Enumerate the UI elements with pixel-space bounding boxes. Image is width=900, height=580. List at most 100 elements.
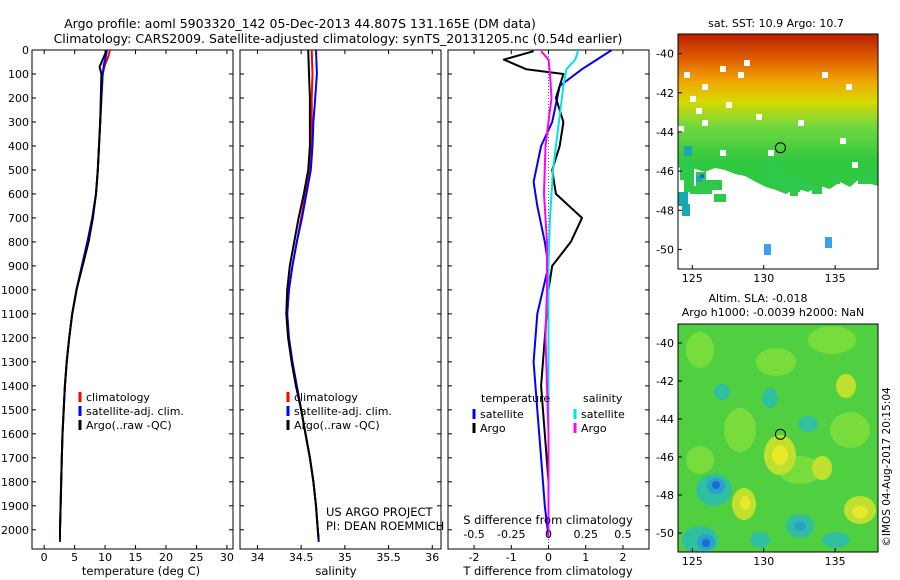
x-tick-label: 34	[250, 551, 264, 564]
x-tick-label: 5	[71, 551, 78, 564]
temperature-xlabel: temperature (deg C)	[82, 564, 200, 578]
depth-tick-label: 1600	[1, 428, 29, 441]
sla-map-float-position-marker	[774, 428, 786, 440]
s-diff-tick-label: 0.25	[573, 528, 598, 541]
legend-label: climatology	[86, 391, 150, 404]
temperature-series	[59, 50, 111, 542]
lat-tick-label: -40	[656, 48, 674, 61]
legend-label: Argo(..raw -QC)	[86, 419, 172, 432]
x-tick-label: 30	[220, 551, 234, 564]
lat-tick-label: -48	[656, 204, 674, 217]
legend-label: satellite	[581, 408, 625, 421]
depth-tick-label: 2000	[1, 524, 29, 537]
x-tick-label: 2	[619, 551, 626, 564]
s-diff-tick-label: 0.5	[614, 528, 632, 541]
sst-map-ticks: 125 130 135 -40 -42 -44 -46 -48 -50	[656, 48, 846, 285]
difference-series-t-argo	[502, 50, 583, 537]
difference-series-s-argo	[540, 50, 553, 537]
figure-title-line1: Argo profile: aoml 5903320_142 05-Dec-20…	[64, 16, 536, 31]
x-tick-label: 35	[338, 551, 352, 564]
legend-label: Argo	[581, 422, 607, 435]
x-tick-label: -1	[506, 551, 517, 564]
salinity-series	[285, 50, 320, 542]
temperature-series-argo-raw-qc	[59, 50, 108, 540]
x-tick-label: 34.5	[289, 551, 314, 564]
salinity-series-argo-raw-qc	[285, 50, 320, 540]
depth-tick-label: 400	[8, 140, 29, 153]
lon-tick-label: 135	[825, 272, 846, 285]
legend-label: climatology	[294, 391, 358, 404]
depth-tick-label: 600	[8, 188, 29, 201]
difference-ticks: -2 -1 0 1 2 -0.5 -0.25 0 0.25 0.5	[448, 49, 649, 564]
salinity-axes-frame	[239, 49, 442, 550]
salinity-xlabel: salinity	[315, 564, 356, 578]
lat-tick-label: -40	[656, 337, 674, 350]
sst-map-frame	[677, 33, 879, 270]
sla-map-title-line1: Altim. SLA: -0.018	[708, 292, 807, 305]
imos-timestamp: ©IMOS 04-Aug-2017 20:15:04	[881, 387, 893, 547]
lon-tick-label: 130	[753, 555, 774, 568]
s-diff-tick-label: -0.25	[497, 528, 525, 541]
salinity-panel: 34 34.5 35 35.5 36 climatologysatellite-adj.…	[239, 49, 444, 578]
depth-tick-label: 100	[8, 68, 29, 81]
legend-label: satellite-adj. clim.	[86, 405, 184, 418]
depth-tick-label: 500	[8, 164, 29, 177]
sst-map-title: sat. SST: 10.9 Argo: 10.7	[708, 17, 844, 30]
lon-tick-label: 135	[825, 555, 846, 568]
t-difference-xlabel: T difference from climatology	[462, 564, 633, 578]
s-diff-tick-label: -0.5	[463, 528, 484, 541]
sla-map-frame	[677, 323, 879, 553]
temperature-series-climatology	[59, 50, 111, 542]
depth-tick-label: 1400	[1, 380, 29, 393]
depth-tick-label: 900	[8, 260, 29, 273]
x-tick-label: 25	[189, 551, 203, 564]
x-tick-label: 15	[129, 551, 143, 564]
depth-tick-label: 1000	[1, 284, 29, 297]
sla-map-ticks: 125 130 135 -40 -42 -44 -46 -48 -50	[656, 337, 846, 568]
depth-tick-label: 1300	[1, 356, 29, 369]
legend-label: Argo	[480, 422, 506, 435]
depth-tick-label: 800	[8, 236, 29, 249]
lat-tick-label: -46	[656, 165, 674, 178]
temperature-axes-frame	[31, 49, 234, 550]
s-difference-xlabel: S difference from climatology	[463, 513, 633, 527]
pi-label: PI: DEAN ROEMMICH	[326, 519, 444, 533]
sla-map-title-line2: Argo h1000: -0.0039 h2000: NaN	[682, 306, 865, 319]
depth-tick-label: 300	[8, 116, 29, 129]
sst-map-float-position-marker	[774, 142, 786, 154]
depth-tick-label: 1900	[1, 500, 29, 513]
salinity-ticks: 34 34.5 35 35.5 36	[240, 49, 441, 564]
x-tick-label: 20	[159, 551, 173, 564]
lat-tick-label: -42	[656, 375, 674, 388]
depth-tick-label: 1500	[1, 404, 29, 417]
depth-tick-label: 1200	[1, 332, 29, 345]
depth-tick-label: 1800	[1, 476, 29, 489]
sst-map-panel: sat. SST: 10.9 Argo: 10.7	[656, 17, 879, 285]
lat-tick-label: -42	[656, 87, 674, 100]
temperature-panel: 0100200300400500600700800900100011001200…	[1, 44, 234, 578]
difference-series	[502, 50, 613, 549]
x-tick-label: 10	[98, 551, 112, 564]
sla-map-panel: Altim. SLA: -0.018 Argo h1000: -0.0039 h…	[656, 292, 879, 568]
difference-panel: -2 -1 0 1 2 -0.5 -0.25 0 0.25 0.5 temperature sali…	[447, 49, 650, 578]
sla-map-field	[678, 324, 878, 552]
sst-map-cold-patch	[825, 237, 832, 248]
project-label: US ARGO PROJECT	[326, 505, 434, 519]
legend-label: Argo(..raw -QC)	[294, 419, 380, 432]
depth-tick-label: 1700	[1, 452, 29, 465]
lat-tick-label: -50	[656, 527, 674, 540]
depth-tick-label: 0	[22, 44, 29, 57]
legend-label: satellite-adj. clim.	[294, 405, 392, 418]
x-tick-label: 0	[41, 551, 48, 564]
depth-tick-label: 700	[8, 212, 29, 225]
lat-tick-label: -48	[656, 489, 674, 502]
lat-tick-label: -46	[656, 451, 674, 464]
legend-title-temperature: temperature	[481, 392, 550, 405]
sst-map-cold-patch	[764, 244, 771, 255]
sst-map-field	[678, 34, 878, 269]
lat-tick-label: -50	[656, 243, 674, 256]
depth-tick-label: 1100	[1, 308, 29, 321]
